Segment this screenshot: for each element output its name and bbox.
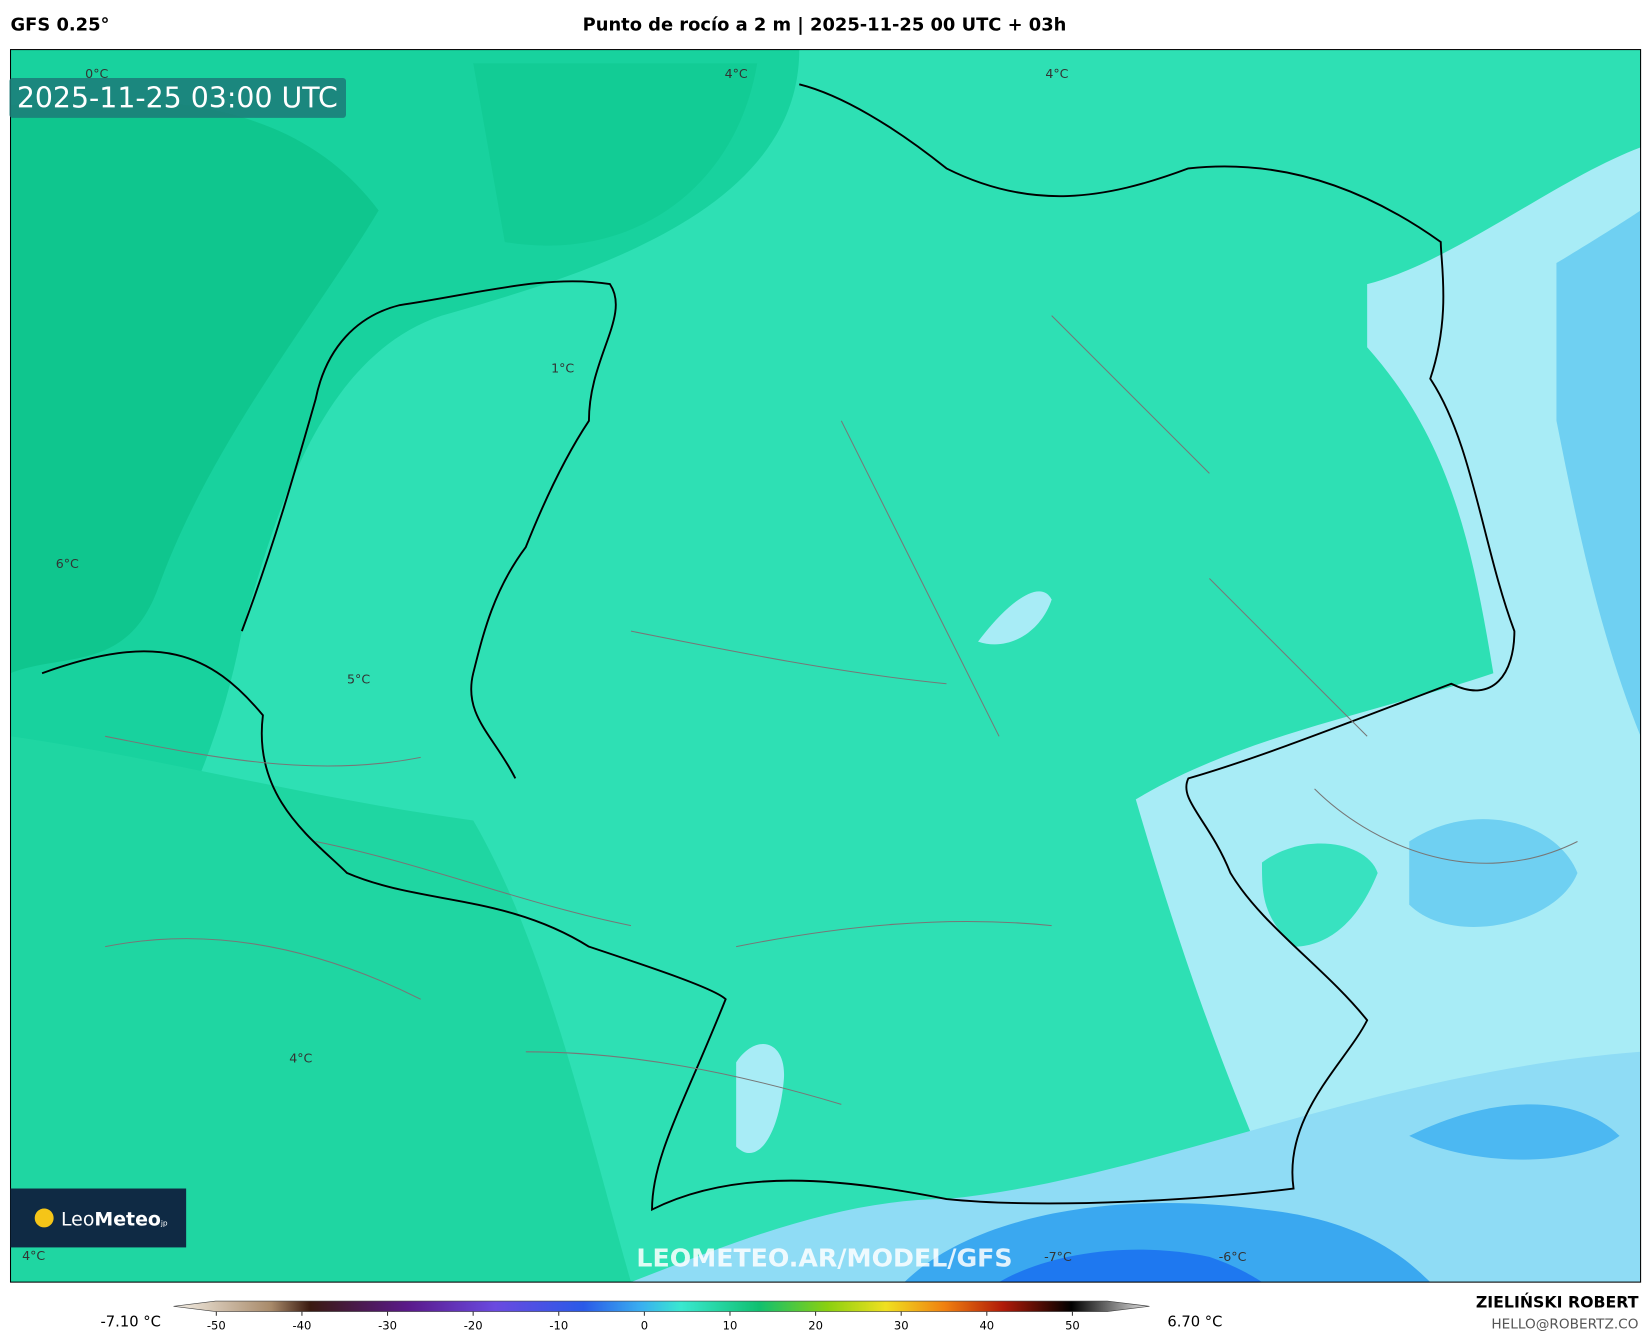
- contour-label: -7°C: [1044, 1249, 1072, 1264]
- timestamp: 2025-11-25 03:00 UTC: [17, 81, 338, 114]
- contour-label: 1°C: [551, 360, 574, 375]
- contour-label: 4°C: [289, 1050, 312, 1065]
- watermark: LEOMETEO.AR/MODEL/GFS: [636, 1243, 1012, 1272]
- national-border: [240, 280, 617, 779]
- map-title: Punto de rocío a 2 m | 2025-11-25 00 UTC…: [583, 15, 1067, 36]
- logo-bold: Meteo: [94, 1208, 161, 1230]
- logo-light: Leo: [61, 1208, 94, 1230]
- svg-text:LeoMeteojp: LeoMeteojp: [61, 1208, 168, 1230]
- contour-label: 4°C: [1045, 66, 1068, 81]
- colorbar-max: 6.70 °C: [1167, 1313, 1222, 1330]
- colorbar-min: -7.10 °C: [100, 1313, 160, 1330]
- regional-border: [105, 315, 1578, 1105]
- colorbar-tick-label: -30: [378, 1318, 397, 1332]
- contour-label: 5°C: [347, 672, 370, 687]
- logo-suffix: jp: [160, 1218, 168, 1227]
- contour-label: -6°C: [1219, 1249, 1247, 1264]
- contour-label: 6°C: [56, 556, 79, 571]
- contour-label: 4°C: [22, 1248, 45, 1263]
- contact: HELLO@ROBERTZ.CO: [1491, 1316, 1638, 1332]
- map: 0°C 4°C 4°C 1°C 6°C 5°C 4°C 4°C -7°C -6°…: [10, 49, 1641, 1283]
- logo: LeoMeteojp: [10, 1188, 187, 1248]
- colorbar-tick-label: -10: [549, 1318, 568, 1332]
- contour-label: 0°C: [85, 66, 108, 81]
- colorbar-tick-label: -50: [207, 1318, 226, 1332]
- colorbar-tick-label: 20: [808, 1318, 823, 1332]
- colorbar-bar: [173, 1300, 1150, 1312]
- colorbar-tick-label: -20: [464, 1318, 483, 1332]
- colorbar-tick-label: 50: [1065, 1318, 1080, 1332]
- colorbar-tick-label: 10: [723, 1318, 738, 1332]
- colorbar-tick-label: 30: [894, 1318, 909, 1332]
- colorbar-tick-label: 0: [641, 1318, 648, 1332]
- model-label: GFS 0.25°: [11, 15, 110, 36]
- colorbar-tick-label: -40: [292, 1318, 311, 1332]
- contour-label: 4°C: [725, 66, 748, 81]
- colorbar: -50 -40 -30 -20 -10 0 10 20 30 40 50: [173, 1300, 1150, 1332]
- author: ZIELIŃSKI ROBERT: [1476, 1292, 1639, 1311]
- national-border: [41, 83, 1516, 1212]
- colorbar-tick-label: 40: [979, 1318, 994, 1332]
